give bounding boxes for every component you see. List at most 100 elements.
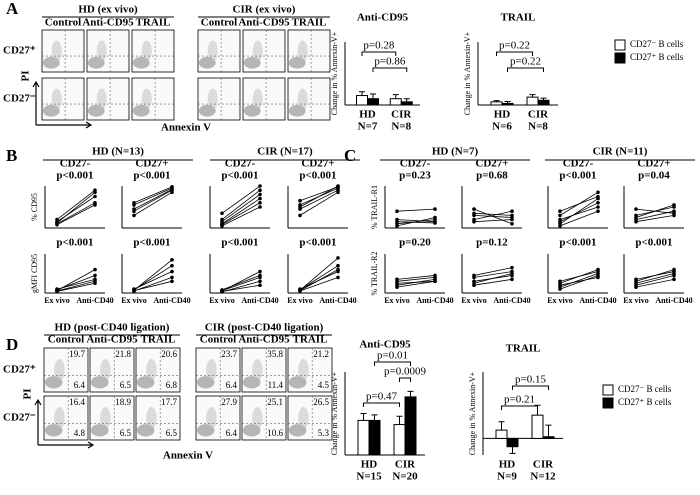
cell-cloud xyxy=(141,88,152,110)
error-bar xyxy=(493,100,500,102)
point xyxy=(672,269,676,274)
x-axis-label: Annexin V xyxy=(163,450,213,462)
bar xyxy=(537,99,550,106)
column-label: Control xyxy=(201,17,237,29)
point xyxy=(510,265,514,270)
error-bar xyxy=(370,93,376,99)
p-value: p=0.22 xyxy=(499,40,530,52)
bar xyxy=(526,96,539,106)
error-bar xyxy=(545,424,552,437)
pair-line xyxy=(559,202,599,223)
bar xyxy=(356,95,368,106)
chart-title: CD27- xyxy=(400,158,431,170)
chart-title: CD27- xyxy=(563,158,594,170)
pair-line xyxy=(396,275,436,280)
column-label: Anti-CD95 xyxy=(86,334,138,346)
quadrant-value: 6.5 xyxy=(120,380,132,390)
p-value: p=0.0009 xyxy=(384,366,426,378)
p-value: p=0.01 xyxy=(377,350,408,362)
point xyxy=(510,222,514,226)
point xyxy=(258,201,262,205)
pair-line xyxy=(56,278,96,290)
pair-line xyxy=(133,189,173,210)
panel-label: D xyxy=(6,335,18,354)
pair-line xyxy=(559,196,599,212)
x-tick-label: Anti-CD40 xyxy=(493,296,530,305)
bar xyxy=(495,429,508,439)
point xyxy=(93,273,97,278)
pair-line xyxy=(635,278,675,288)
quadrant-value: 20.6 xyxy=(161,349,177,359)
point xyxy=(220,222,224,227)
quadrant-value: 21.8 xyxy=(115,349,131,359)
legend-swatch xyxy=(602,384,614,396)
x-tick-label: Anti-CD40 xyxy=(319,296,356,305)
point xyxy=(132,288,136,293)
group-header: CIR (N=17) xyxy=(257,146,313,158)
point xyxy=(170,275,174,280)
point xyxy=(93,203,97,207)
group-header: HD (N=7) xyxy=(432,146,479,158)
x-tick-label: Ex vivo xyxy=(461,296,487,305)
bar xyxy=(400,101,413,106)
cell-cloud xyxy=(206,359,217,381)
group-header: HD (ex vivo) xyxy=(78,4,138,16)
point xyxy=(336,256,340,260)
x-tick-label: Anti-CD40 xyxy=(655,296,692,305)
point xyxy=(558,209,562,213)
point xyxy=(472,283,476,288)
chart-title: CD27- xyxy=(225,158,256,170)
point xyxy=(395,224,399,228)
legend-swatch xyxy=(602,397,614,409)
point xyxy=(596,269,600,274)
pair-line xyxy=(473,210,513,220)
x-tick-label: CIR xyxy=(391,109,412,121)
pair-line xyxy=(56,282,96,292)
panel-label: C xyxy=(344,146,356,165)
p-value: p=0.23 xyxy=(399,170,431,182)
point xyxy=(510,209,514,213)
point xyxy=(634,215,638,220)
column-label: Anti-CD95 xyxy=(238,17,290,29)
point xyxy=(433,219,437,224)
error-bar xyxy=(396,415,403,425)
chart-title: TRAIL xyxy=(501,12,536,24)
x-tick-label: HD xyxy=(494,109,511,121)
point xyxy=(93,277,97,282)
point xyxy=(395,277,399,282)
column-label: Anti-CD95 xyxy=(238,334,290,346)
x-tick-label: Ex vivo xyxy=(44,296,70,305)
group-header: HD (post-CD40 ligation) xyxy=(55,322,170,334)
point xyxy=(336,263,340,268)
pair-line xyxy=(396,219,436,223)
pair-line xyxy=(221,202,261,225)
n-label: N=8 xyxy=(391,121,411,133)
point xyxy=(672,277,676,282)
pair-line xyxy=(56,280,96,292)
pair-line xyxy=(396,280,436,288)
error-bar xyxy=(360,413,367,421)
point xyxy=(93,267,97,272)
p-value: p=0.20 xyxy=(399,237,431,249)
p-value: p<0.001 xyxy=(221,237,258,249)
pair-line xyxy=(56,202,96,225)
point xyxy=(258,184,262,188)
point xyxy=(472,219,476,224)
pair-line xyxy=(559,198,599,225)
pair-line xyxy=(299,185,339,208)
point xyxy=(596,273,600,278)
bar xyxy=(367,98,379,106)
p-value: p=0.12 xyxy=(476,237,508,249)
pair-line xyxy=(299,269,339,292)
quadrant-value: 11.4 xyxy=(268,380,284,390)
point xyxy=(558,217,562,222)
x-tick-label: Ex vivo xyxy=(623,296,649,305)
pair-line xyxy=(221,189,261,220)
point xyxy=(510,273,514,278)
pair-line xyxy=(396,277,436,282)
point xyxy=(634,207,638,211)
pair-line xyxy=(133,191,173,216)
chart-title: CD27- xyxy=(60,158,91,170)
quadrant-value: 18.9 xyxy=(115,397,131,407)
